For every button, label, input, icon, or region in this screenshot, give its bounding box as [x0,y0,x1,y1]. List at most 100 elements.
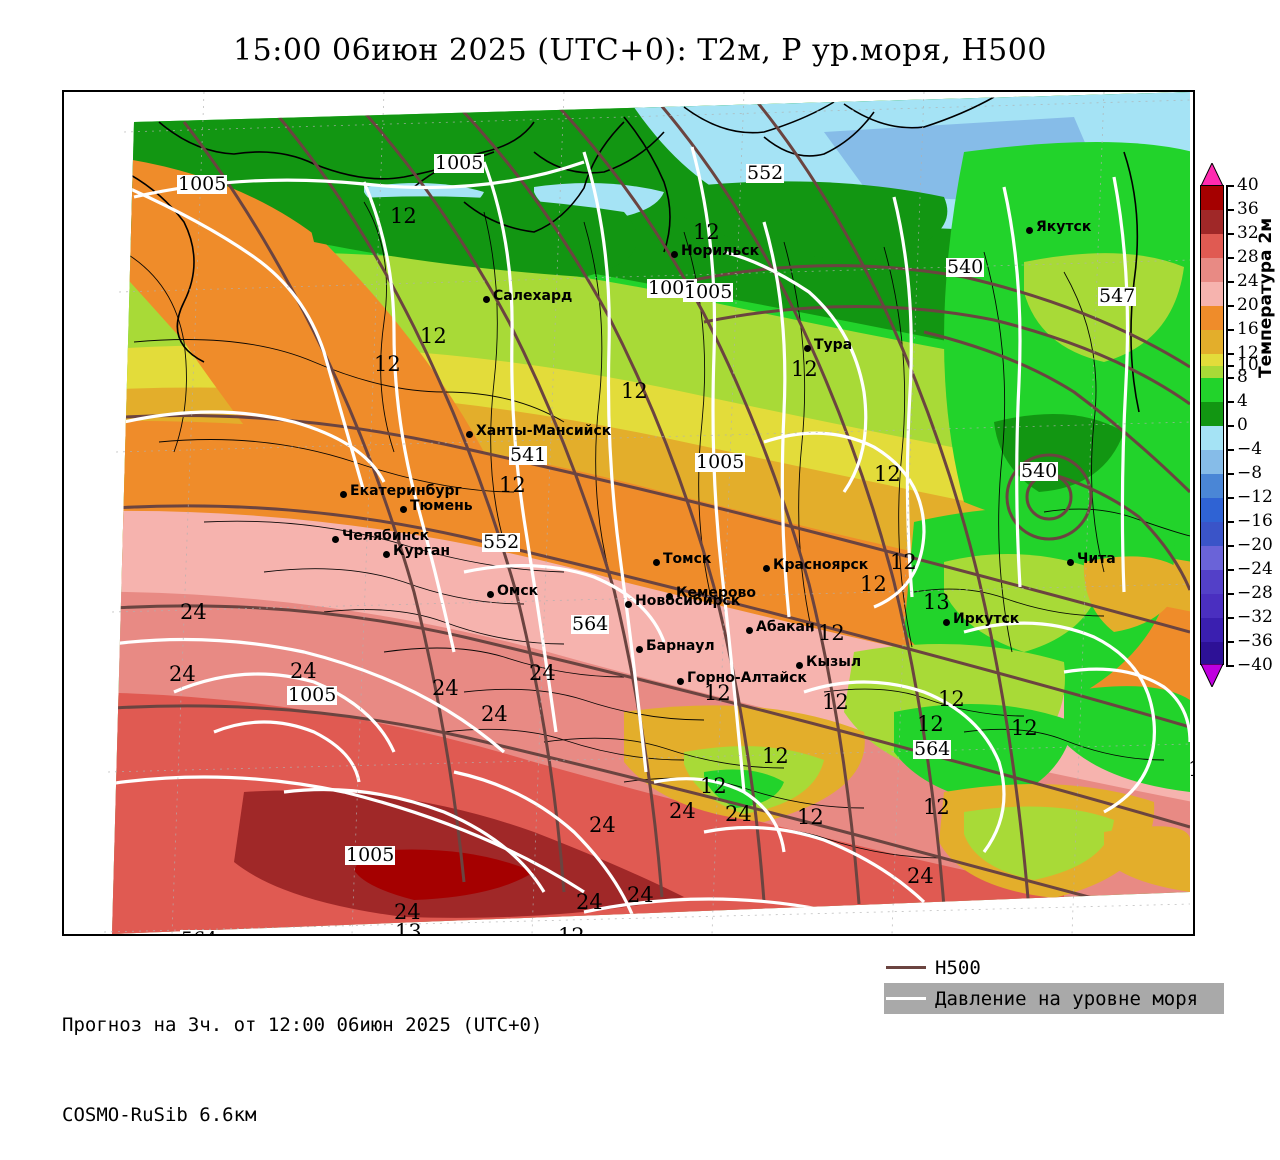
colorbar-bottom-arrow [1200,663,1224,689]
city-dot [804,345,811,352]
colorbar-tick-label: −12 [1237,487,1273,507]
pressure-contour-label: 1005 [695,451,746,473]
temperature-label: 12 [890,550,917,574]
temperature-label: 12 [374,352,401,376]
colorbar-tick [1226,569,1234,571]
colorbar-band [1201,522,1223,546]
colorbar-tick-label: 36 [1237,199,1259,219]
colorbar-band [1201,258,1223,282]
temperature-label: 12 [700,774,727,798]
colorbar-tick-label: −8 [1237,463,1263,483]
temperature-label: 12 [621,379,648,403]
city-label: Горно-Алтайск [687,670,807,686]
city-label: Тюмень [410,498,473,514]
colorbar-band [1201,546,1223,570]
colorbar-tick-label: 40 [1237,175,1259,195]
city-label: Якутск [1036,219,1092,235]
colorbar-band [1201,210,1223,234]
colorbar-tick-label: 8 [1237,367,1248,387]
temperature-label: 12 [558,924,585,936]
forecast-line-1: Прогноз на 3ч. от 12:00 06июн 2025 (UTC+… [62,1014,543,1036]
city-dot [671,251,678,258]
colorbar-tick [1226,257,1234,259]
legend-label-pressure: Давление на уровне моря [935,987,1199,1010]
colorbar-tick-label: 16 [1237,319,1259,339]
temperature-label: 24 [669,799,696,823]
colorbar-tick-label: −16 [1237,511,1273,531]
pressure-contour-label: 1005 [345,844,396,866]
h500-contour-label: 541 [509,444,548,466]
colorbar-title: Температура 2м [1256,217,1276,378]
temperature-label: 12 [693,220,720,244]
colorbar-tick-label: 12 [1237,343,1259,363]
city-label: Томск [663,551,712,567]
h500-contour-label: 547 [1098,285,1137,307]
colorbar-band [1201,618,1223,642]
pressure-line-swatch [886,997,926,1000]
weather-map[interactable]: Якутск Норильск Салехард Тура Ханты-Мансийск… [62,90,1195,936]
colorbar-band [1201,474,1223,498]
temperature-label: 24 [432,676,459,700]
colorbar-band [1201,330,1223,354]
colorbar-tick-label: −40 [1237,655,1273,675]
city-dot [625,601,632,608]
colorbar-tick [1226,401,1234,403]
colorbar-tick [1226,353,1234,355]
colorbar-band [1201,282,1223,306]
legend-label-h500: H500 [935,956,981,979]
colorbar-tick-label: −32 [1237,607,1273,627]
temperature-label: 13 [923,590,950,614]
colorbar-tick [1226,593,1234,595]
temperature-label: 12 [797,805,824,829]
h500-contour-label: 540 [946,256,985,278]
temperature-label: 12 [420,324,447,348]
city-dot [483,296,490,303]
colorbar-tick [1226,233,1234,235]
city-dot [796,662,803,669]
temperature-label: 24 [725,802,752,826]
city-dot [340,491,347,498]
colorbar: 40 36 32 28 24 20 16 12 10 8 4 0 −4 −8 −12 −16 −20 −24 −28… [1200,161,1278,693]
colorbar-tick [1226,185,1234,187]
temperature-label: 24 [169,662,196,686]
temperature-label: 24 [589,813,616,837]
city-dot [383,551,390,558]
city-dot [666,593,673,600]
temperature-label: 12 [917,712,944,736]
temperature-label: 12 [791,357,818,381]
colorbar-band [1201,642,1223,666]
colorbar-tick-label: −4 [1237,439,1263,459]
colorbar-tick [1226,329,1234,331]
city-label: Абакан [756,619,815,635]
colorbar-tick [1226,497,1234,499]
pressure-contour-label: 1005 [177,173,228,195]
city-dot [653,559,660,566]
colorbar-tick-label: 0 [1237,415,1248,435]
temperature-label: 12 [938,687,965,711]
h500-contour-label: 564 [571,613,610,635]
colorbar-tick [1226,665,1234,667]
forecast-line-2: COSMO-RuSib 6.6км [62,1104,257,1126]
colorbar-tick-label: −28 [1237,583,1273,603]
forecast-info: Прогноз на 3ч. от 12:00 06июн 2025 (UTC+… [62,950,542,1160]
colorbar-band [1201,366,1223,378]
colorbar-tick [1226,545,1234,547]
colorbar-band [1201,354,1223,366]
colorbar-tick-label: −36 [1237,631,1273,651]
h500-contour-label: 564 [180,930,219,934]
city-dot [677,678,684,685]
colorbar-tick [1226,617,1234,619]
city-label: Норильск [681,243,760,259]
city-dot [400,506,407,513]
temperature-label: 12 [1011,716,1038,740]
colorbar-band [1201,306,1223,330]
city-label: Ханты-Мансийск [476,423,612,439]
colorbar-tick [1226,377,1234,379]
map-legend: H500 Давление на уровне моря [884,952,1224,1014]
colorbar-tick-label: 4 [1237,391,1248,411]
colorbar-band [1201,378,1223,402]
colorbar-tick-label: 20 [1237,295,1259,315]
temperature-label: 12 [390,204,417,228]
city-dot [332,536,339,543]
colorbar-tick-label: 10 [1237,355,1259,375]
